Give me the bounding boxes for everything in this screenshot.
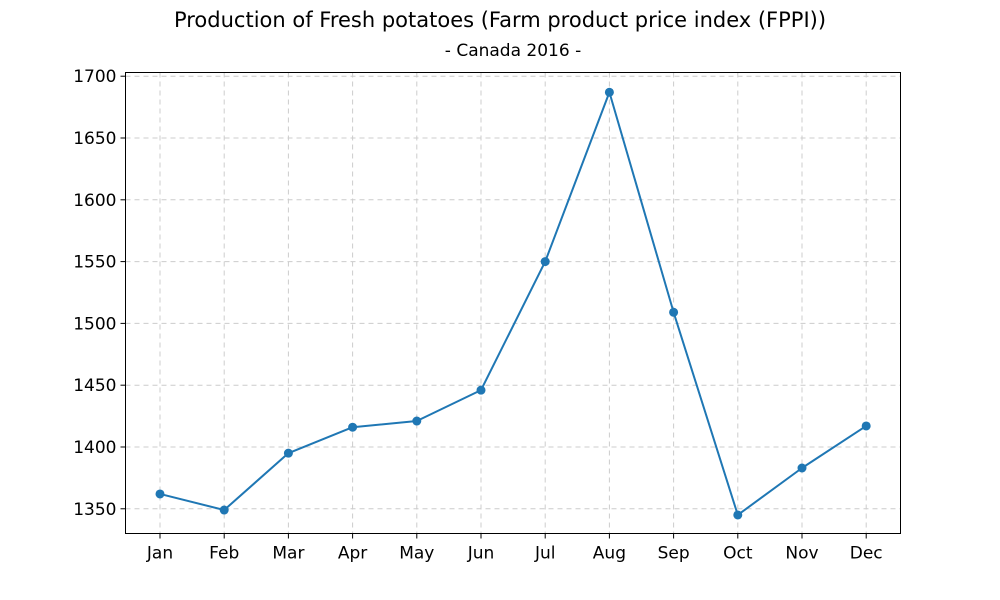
x-tick-label: Nov — [785, 544, 818, 564]
x-tick-label: Feb — [209, 544, 239, 564]
plot-frame — [125, 72, 901, 534]
grid-lines — [125, 72, 901, 534]
y-tick-label: 1500 — [73, 314, 116, 334]
chart-subtitle: - Canada 2016 - — [444, 41, 582, 61]
x-tick-label: Jan — [146, 544, 173, 564]
x-tick-label: Jul — [534, 544, 556, 564]
data-point — [283, 448, 293, 458]
data-point — [733, 510, 743, 520]
series-line — [159, 91, 867, 516]
x-axis: Jan Feb Mar Apr May Jun Jul Aug Sep Oct Nov Dec — [146, 533, 883, 564]
x-tick-label: Apr — [338, 544, 367, 564]
data-point — [861, 421, 871, 431]
x-tick-label: Oct — [723, 544, 753, 564]
y-tick-label: 1350 — [73, 500, 116, 520]
y-tick-label: 1550 — [73, 253, 116, 273]
x-tick-label: May — [399, 544, 434, 564]
data-point — [348, 422, 358, 432]
x-tick-label: Sep — [658, 544, 690, 564]
data-point — [797, 463, 807, 473]
series-layer — [155, 87, 871, 520]
chart-title: Production of Fresh potatoes (Farm produ… — [173, 8, 827, 32]
y-tick-label: 1450 — [73, 376, 116, 396]
x-tick-label: Jun — [467, 544, 495, 564]
y-axis: 1350 1400 1450 1500 1550 1600 1650 1700 — [73, 67, 126, 520]
data-point — [412, 416, 422, 426]
y-tick-label: 1600 — [73, 191, 116, 211]
data-point — [219, 505, 229, 515]
data-point — [604, 87, 614, 97]
data-point — [476, 385, 486, 395]
x-tick-label: Mar — [272, 544, 304, 564]
y-tick-label: 1650 — [73, 129, 116, 149]
y-tick-label: 1400 — [73, 438, 116, 458]
x-tick-label: Dec — [850, 544, 883, 564]
data-point — [155, 489, 165, 499]
y-tick-label: 1700 — [73, 67, 116, 87]
data-point — [669, 307, 679, 317]
data-point — [540, 257, 550, 267]
x-tick-label: Aug — [593, 544, 626, 564]
